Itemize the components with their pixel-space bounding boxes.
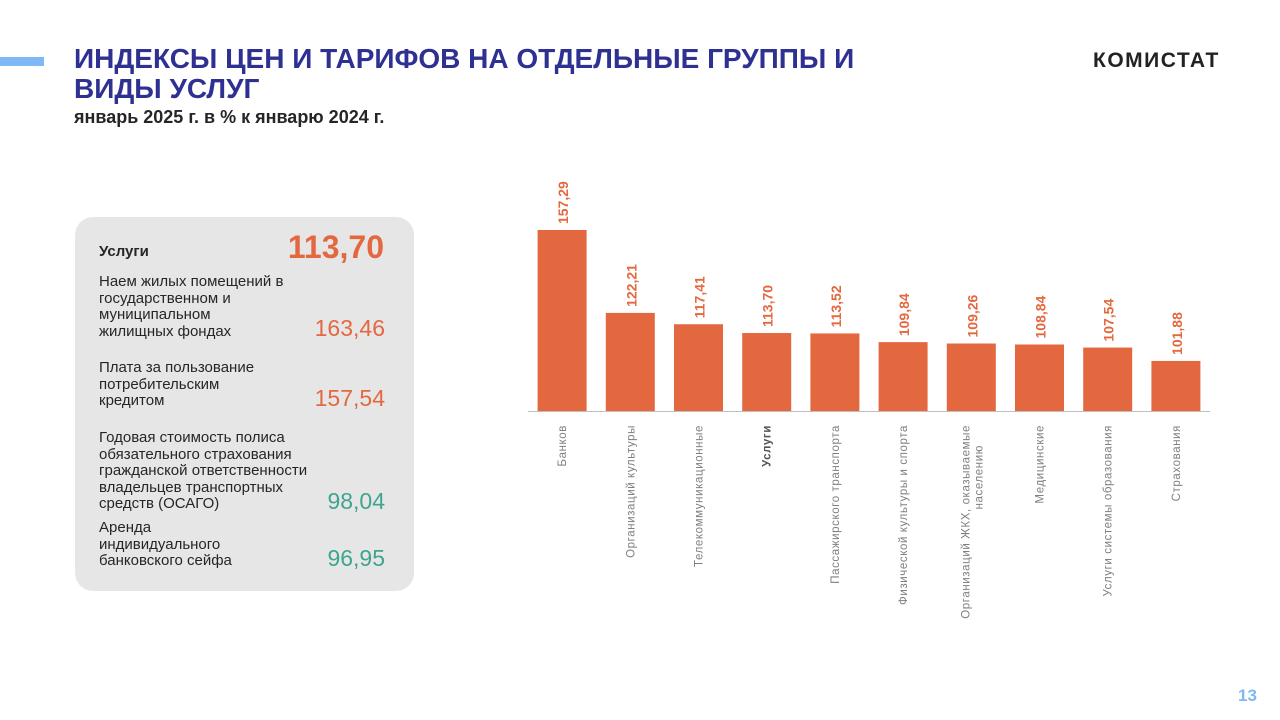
category-label: Пассажирского транспорта [830,425,842,584]
category-label: Организаций ЖКХ, оказываемыенаселению [960,425,985,619]
page-subtitle: январь 2025 г. в % к январю 2024 г. [74,107,385,127]
panel-item-value: 163,46 [314,315,385,341]
panel-item: Плата за пользование потребительским кре… [99,359,385,411]
bar-value-label: 107,54 [1101,299,1117,342]
bar [810,333,860,411]
bar [1151,360,1201,411]
bar-value-label: 113,52 [828,285,844,327]
panel-item-value: 96,95 [327,544,385,571]
panel-item-label: Годовая стоимость полиса обязательного с… [99,429,308,512]
bar-value-label: 122,21 [623,264,639,307]
bar [1083,347,1133,411]
panel-item: Аренда индивидуального банковского сейфа… [99,519,385,571]
category-label: Организаций культуры [625,425,637,558]
panel-item: Годовая стоимость полиса обязательного с… [99,429,385,514]
category-label: Физической культуры и спорта [898,425,910,605]
page-title: ИНДЕКСЫ ЦЕН И ТАРИФОВ НА ОТДЕЛЬНЫЕ ГРУПП… [74,43,855,104]
category-label: Услуги [762,425,774,467]
bar-value-label: 108,84 [1033,295,1049,338]
page-number: 13 [1238,686,1257,705]
category-label: Банков [557,425,569,467]
category-label: Телекоммуникационные [694,425,706,567]
category-label: Услуги системы образования [1103,425,1115,597]
panel-item-value: 157,54 [314,384,385,411]
category-label: Страхования [1171,425,1183,501]
category-label: Медицинские [1035,425,1047,504]
panel-item-label: Аренда индивидуального банковского сейфа [99,519,232,569]
bar [878,342,928,411]
bar-value-label: 113,70 [760,285,776,327]
bar-value-label: 157,29 [555,181,571,224]
bar [1015,344,1064,411]
panel-item-value: 98,04 [327,487,385,514]
panel-head-label: Услуги [99,243,149,260]
panel-item-label: Плата за пользование потребительским кре… [99,359,255,409]
summary-panel: Услуги 113,70 Наем жилых помещений в гос… [75,217,414,591]
bar [537,230,587,411]
panel-item: Наем жилых помещений в государственном и… [99,273,385,341]
bar-value-label: 109,84 [896,293,912,336]
bar [674,324,723,411]
panel-item-label: Наем жилых помещений в государственном и… [99,273,284,340]
bar-value-label: 101,88 [1169,312,1185,355]
bar [742,333,792,411]
bar-value-label: 109,26 [964,294,980,337]
accent-bar [0,57,44,66]
logo: КОМИСТАТ [1093,49,1220,72]
panel-head-value: 113,70 [287,229,384,265]
bar-value-label: 117,41 [692,276,708,318]
bar [946,343,996,411]
bar [605,312,655,411]
